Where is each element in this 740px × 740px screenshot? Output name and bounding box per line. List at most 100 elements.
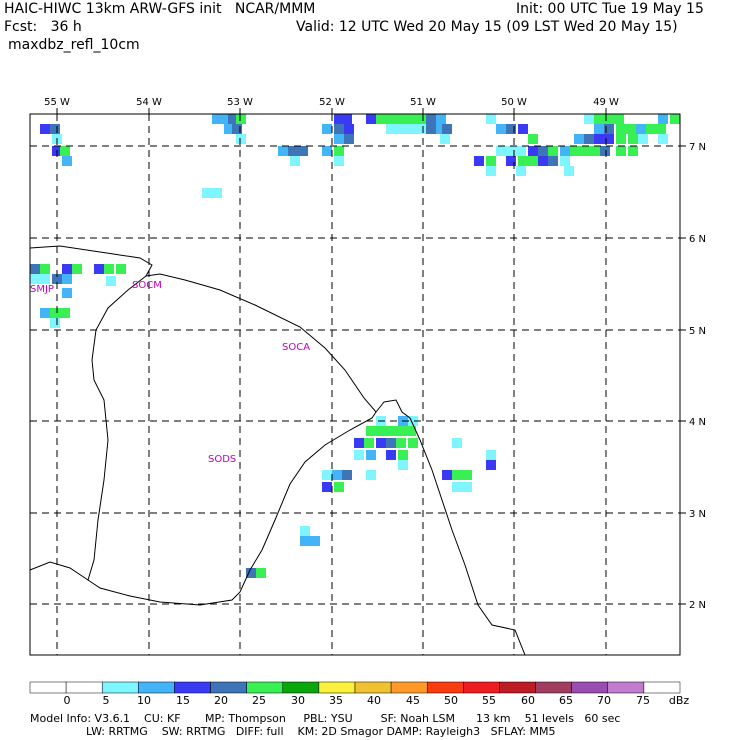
reflectivity-cell — [366, 426, 376, 436]
reflectivity-cell — [386, 450, 396, 460]
reflectivity-cell — [616, 146, 626, 156]
reflectivity-cell — [50, 124, 60, 134]
reflectivity-cell — [474, 156, 484, 166]
reflectivity-cell — [354, 438, 364, 448]
reflectivity-cell — [332, 470, 342, 480]
reflectivity-cell — [436, 114, 446, 124]
tick-marks — [56, 108, 686, 605]
latlon-grid — [30, 114, 680, 655]
place-label-soca: SOCA — [282, 342, 310, 353]
reflectivity-cell — [538, 156, 548, 166]
forecast-hour: Fcst: 36 h — [4, 19, 82, 35]
reflectivity-cell — [616, 134, 626, 144]
reflectivity-cell — [496, 146, 506, 156]
colorbar-tick-label: 0 — [63, 694, 71, 707]
reflectivity-cell — [386, 124, 396, 134]
reflectivity-cell — [298, 146, 308, 156]
reflectivity-cell — [486, 460, 496, 470]
reflectivity-cell — [300, 536, 310, 546]
reflectivity-cell — [344, 134, 354, 144]
reflectivity-cell — [440, 134, 450, 144]
border-east — [87, 411, 377, 606]
reflectivity-cell — [334, 124, 344, 134]
colorbar-swatch — [571, 681, 609, 694]
reflectivity-cell — [516, 146, 526, 156]
colorbar-unit: dBz — [668, 694, 690, 707]
colorbar-swatch — [499, 681, 536, 694]
reflectivity-cell — [228, 114, 238, 124]
reflectivity-cell — [40, 124, 50, 134]
reflectivity-cell — [442, 470, 452, 480]
reflectivity-cell — [366, 450, 376, 460]
reflectivity-cell — [212, 114, 222, 124]
reflectivity-cell — [518, 124, 528, 134]
reflectivity-cell — [584, 114, 594, 124]
reflectivity-cell — [442, 124, 452, 134]
longitude-labels: 55 W 54 W 53 W 52 W 51 W 50 W 49 W — [44, 97, 619, 108]
reflectivity-cell — [416, 124, 426, 134]
model-info-line1: Model Info: V3.6.1 CU: KF MP: Thompson P… — [30, 712, 621, 725]
reflectivity-cell — [538, 146, 548, 156]
colorbar-swatch — [643, 681, 681, 694]
reflectivity-cell — [342, 470, 352, 480]
reflectivity-cell — [300, 526, 310, 536]
colorbar-tick-label: 70 — [597, 694, 611, 707]
reflectivity-cell — [60, 308, 70, 318]
reflectivity-cell — [462, 470, 472, 480]
reflectivity-cell — [506, 124, 516, 134]
colorbar-swatch — [101, 681, 139, 694]
reflectivity-cell — [560, 156, 570, 166]
reflectivity-cell — [560, 146, 570, 156]
reflectivity-cell — [638, 134, 648, 144]
reflectivity-cell — [506, 156, 516, 166]
reflectivity-cell — [426, 124, 436, 134]
colorbar-tick-label: 15 — [176, 694, 190, 707]
reflectivity-cell — [656, 124, 666, 134]
reflectivity-cell — [636, 124, 646, 134]
reflectivity-cell — [426, 114, 436, 124]
colorbar-swatch — [426, 681, 464, 694]
colorbar-swatch — [174, 681, 211, 694]
reflectivity-cell — [40, 308, 50, 318]
reflectivity-cell — [408, 416, 418, 426]
reflectivity-cell — [486, 166, 496, 176]
field-name: maxdbz_refl_10cm — [8, 37, 140, 53]
reflectivity-cell — [232, 124, 242, 134]
reflectivity-cell — [452, 438, 462, 448]
lon-label: 51 W — [410, 97, 436, 108]
reflectivity-cell — [334, 114, 344, 124]
colorbar-tick-label: 65 — [559, 694, 573, 707]
colorbar-swatch — [282, 681, 320, 694]
place-labels: SMJP SOCM SOCA SODS — [30, 280, 310, 465]
reflectivity-cell — [334, 482, 344, 492]
reflectivity-cell — [496, 124, 506, 134]
colorbar-tick-label: 10 — [137, 694, 151, 707]
coastline-north — [29, 245, 526, 656]
reflectivity-cell — [574, 134, 584, 144]
reflectivity-cell — [528, 156, 538, 166]
reflectivity-cell — [104, 264, 114, 274]
latitude-labels: 7 N 6 N 5 N 4 N 3 N 2 N — [689, 142, 706, 611]
reflectivity-cell — [604, 124, 614, 134]
reflectivity-cell — [406, 426, 416, 436]
colorbar-swatch — [354, 681, 392, 694]
colorbar-tick-label: 20 — [214, 694, 228, 707]
reflectivity-cell — [30, 274, 40, 284]
reflectivity-cell — [220, 114, 230, 124]
colorbar-tick-label: 25 — [252, 694, 266, 707]
reflectivity-cell — [72, 264, 82, 274]
colorbar-tick-label: 55 — [482, 694, 496, 707]
place-label-smjp: SMJP — [30, 284, 54, 295]
lat-label: 6 N — [689, 234, 706, 245]
reflectivity-cell — [516, 166, 526, 176]
reflectivity-cell — [310, 536, 320, 546]
reflectivity-cell — [452, 470, 462, 480]
reflectivity-cell — [50, 318, 60, 328]
reflectivity-cell — [52, 274, 62, 284]
reflectivity-cell — [584, 134, 594, 144]
colorbar-tick-label: 45 — [406, 694, 420, 707]
reflectivity-cell — [594, 114, 604, 124]
colorbar — [29, 681, 681, 694]
reflectivity-cell — [322, 470, 332, 480]
